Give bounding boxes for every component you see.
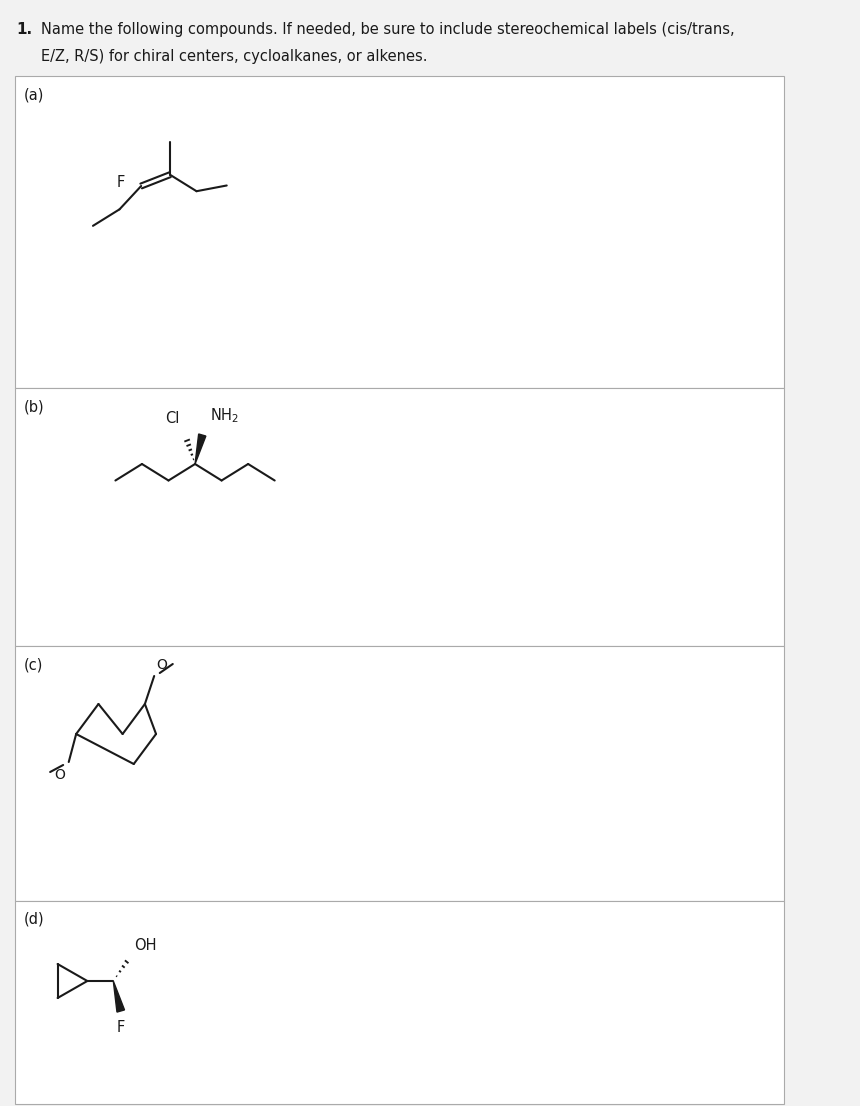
Text: Cl: Cl <box>166 410 180 426</box>
Bar <box>15 646 784 901</box>
Bar <box>15 76 784 388</box>
Text: NH$_2$: NH$_2$ <box>210 406 239 425</box>
Bar <box>15 388 784 646</box>
Text: E/Z, R/S) for chiral centers, cycloalkanes, or alkenes.: E/Z, R/S) for chiral centers, cycloalkan… <box>41 49 427 64</box>
Text: F: F <box>116 175 125 189</box>
Text: Name the following compounds. If needed, be sure to include stereochemical label: Name the following compounds. If needed,… <box>41 22 734 36</box>
Text: F: F <box>117 1020 125 1035</box>
Text: (d): (d) <box>24 912 45 927</box>
Text: 1.: 1. <box>16 22 33 36</box>
Polygon shape <box>195 434 206 465</box>
Text: (c): (c) <box>24 658 44 672</box>
Text: OH: OH <box>134 938 157 953</box>
Text: (b): (b) <box>24 400 45 415</box>
Polygon shape <box>114 981 125 1012</box>
Text: O: O <box>54 768 65 782</box>
Text: O: O <box>156 658 167 672</box>
Text: (a): (a) <box>24 88 45 103</box>
Bar <box>15 901 784 1104</box>
